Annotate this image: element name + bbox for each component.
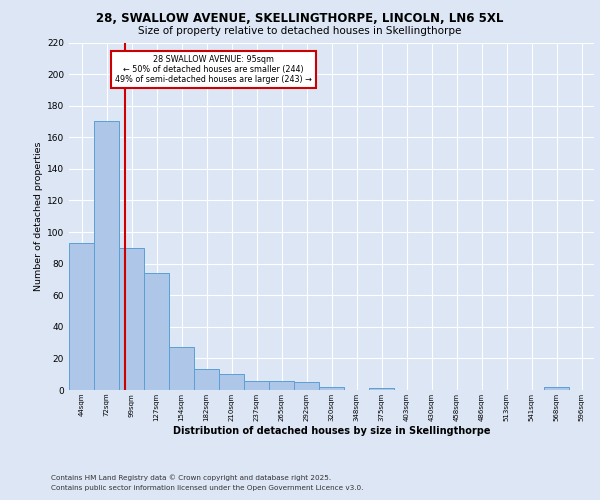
Y-axis label: Number of detached properties: Number of detached properties (34, 142, 43, 291)
Text: 28 SWALLOW AVENUE: 95sqm
← 50% of detached houses are smaller (244)
49% of semi-: 28 SWALLOW AVENUE: 95sqm ← 50% of detach… (115, 54, 312, 84)
Bar (544, 387, 569, 390)
Bar (145, 273, 169, 390)
Bar (220, 374, 244, 390)
Text: Contains HM Land Registry data © Crown copyright and database right 2025.: Contains HM Land Registry data © Crown c… (51, 474, 331, 481)
Bar (269, 380, 293, 390)
Bar (295, 382, 319, 390)
X-axis label: Distribution of detached houses by size in Skellingthorpe: Distribution of detached houses by size … (173, 426, 490, 436)
Text: Contains public sector information licensed under the Open Government Licence v3: Contains public sector information licen… (51, 485, 364, 491)
Text: 28, SWALLOW AVENUE, SKELLINGTHORPE, LINCOLN, LN6 5XL: 28, SWALLOW AVENUE, SKELLINGTHORPE, LINC… (97, 12, 503, 26)
Bar (119, 248, 143, 390)
Bar (194, 370, 218, 390)
Bar (70, 243, 94, 390)
Bar (370, 388, 394, 390)
Text: Size of property relative to detached houses in Skellingthorpe: Size of property relative to detached ho… (139, 26, 461, 36)
Bar (244, 380, 269, 390)
Bar (319, 387, 344, 390)
Bar (94, 122, 119, 390)
Bar (169, 348, 194, 390)
